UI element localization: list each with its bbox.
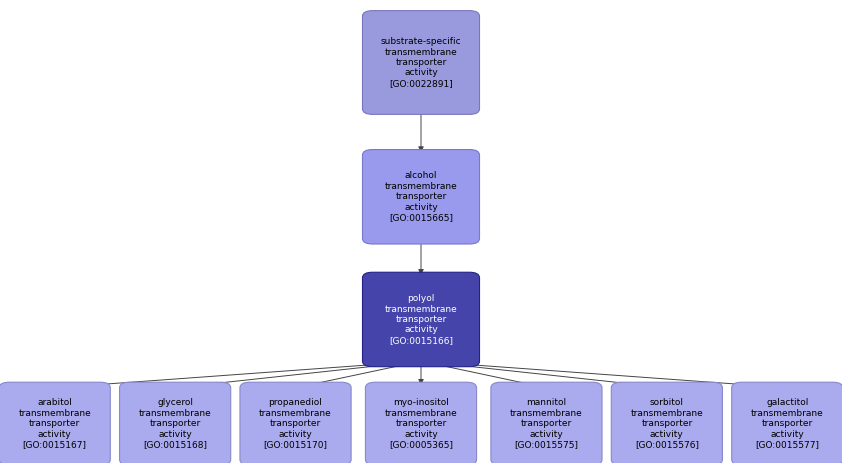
FancyBboxPatch shape [362,11,480,114]
Text: galactitol
transmembrane
transporter
activity
[GO:0015577]: galactitol transmembrane transporter act… [751,398,823,449]
FancyBboxPatch shape [0,382,110,463]
FancyBboxPatch shape [362,150,480,244]
Text: sorbitol
transmembrane
transporter
activity
[GO:0015576]: sorbitol transmembrane transporter activ… [631,398,703,449]
Text: alcohol
transmembrane
transporter
activity
[GO:0015665]: alcohol transmembrane transporter activi… [385,171,457,222]
Text: arabitol
transmembrane
transporter
activity
[GO:0015167]: arabitol transmembrane transporter activ… [19,398,91,449]
Text: glycerol
transmembrane
transporter
activity
[GO:0015168]: glycerol transmembrane transporter activ… [139,398,211,449]
FancyBboxPatch shape [611,382,722,463]
FancyBboxPatch shape [362,272,480,367]
FancyBboxPatch shape [240,382,351,463]
FancyBboxPatch shape [491,382,602,463]
FancyBboxPatch shape [365,382,477,463]
Text: mannitol
transmembrane
transporter
activity
[GO:0015575]: mannitol transmembrane transporter activ… [510,398,583,449]
Text: polyol
transmembrane
transporter
activity
[GO:0015166]: polyol transmembrane transporter activit… [385,294,457,345]
FancyBboxPatch shape [732,382,842,463]
FancyBboxPatch shape [120,382,231,463]
Text: propanediol
transmembrane
transporter
activity
[GO:0015170]: propanediol transmembrane transporter ac… [259,398,332,449]
Text: substrate-specific
transmembrane
transporter
activity
[GO:0022891]: substrate-specific transmembrane transpo… [381,37,461,88]
Text: myo-inositol
transmembrane
transporter
activity
[GO:0005365]: myo-inositol transmembrane transporter a… [385,398,457,449]
